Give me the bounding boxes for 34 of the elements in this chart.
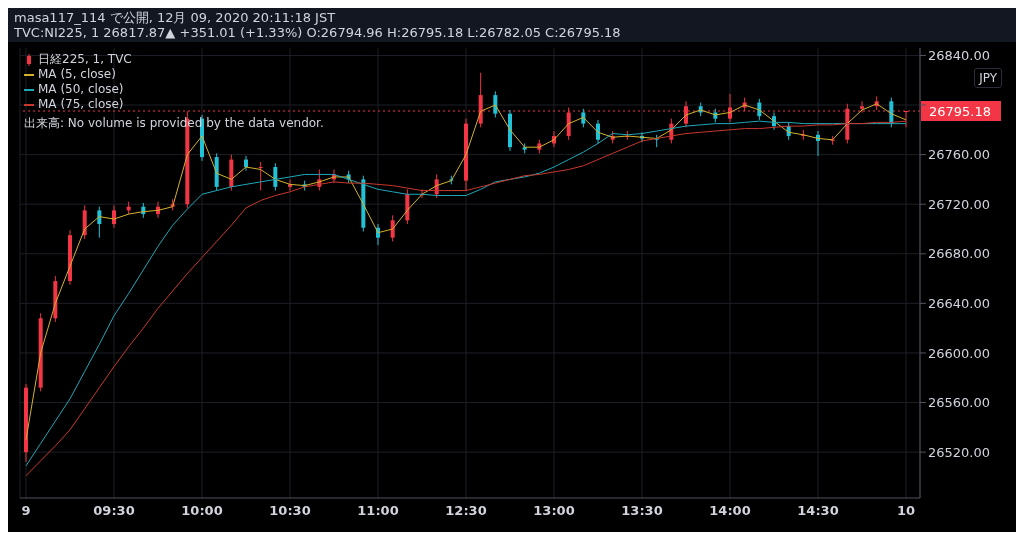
y-tick-label: 26640.00 <box>928 295 991 311</box>
candlestick <box>596 119 600 144</box>
y-tick-label: 26680.00 <box>928 246 991 262</box>
candlestick <box>493 90 498 118</box>
candlestick <box>258 161 263 192</box>
text: JPY <box>974 68 1002 88</box>
y-tick-label: 26840.00 <box>928 48 991 64</box>
x-tick-label: 14:00 <box>709 503 751 519</box>
candlestick <box>390 214 395 242</box>
chart-title: masa117_114 で公開, 12月 09, 2020 20:11:18 JST <box>14 10 337 25</box>
x-tick-label: 13:00 <box>533 503 575 519</box>
x-tick-label: 09:30 <box>93 503 135 519</box>
y-tick-label: 26720.00 <box>928 196 991 212</box>
y-tick-label: 26520.00 <box>928 444 991 460</box>
x-tick-label: 10:30 <box>269 503 311 519</box>
y-tick-label: 26560.00 <box>928 395 991 411</box>
legend-label: MA (50, close) <box>38 82 124 97</box>
x-tick-label: 14:30 <box>797 503 839 519</box>
chart-subtitle: TVC:NI225, 1 26817.87▲ +351.01 (+1.33%) O:26794.96 H:26795.18 L:26782.05 C:26795.18 <box>14 25 622 40</box>
y-tick-label: 26760.00 <box>928 147 991 163</box>
ref-line-label: 26795.18 <box>929 104 992 119</box>
x-tick-label: 10:00 <box>181 503 223 519</box>
x-tick-label: 12:30 <box>445 503 487 519</box>
y-tick-label: 26600.00 <box>928 345 991 361</box>
candlestick <box>273 162 278 192</box>
legend-label: MA (5, close) <box>38 67 116 82</box>
candlestick <box>97 206 102 239</box>
candlestick <box>244 155 248 172</box>
legend-label: MA (75, close) <box>38 97 124 112</box>
x-tick-label: 11:00 <box>357 503 399 519</box>
x-tick-label: 9 <box>21 503 31 519</box>
x-tick-label: 10 <box>896 503 916 519</box>
x-tick-label: 13:30 <box>621 503 663 519</box>
legend-label: 日経225, 1, TVC <box>38 52 132 67</box>
